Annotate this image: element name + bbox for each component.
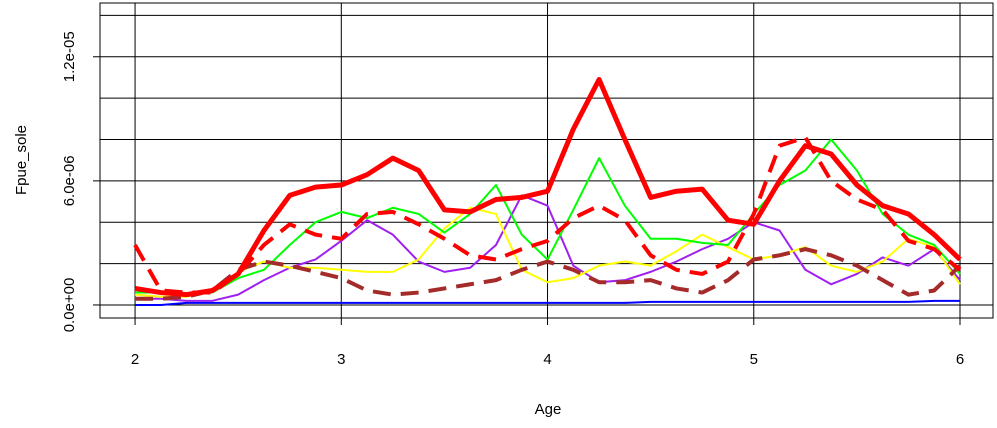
y-tick-label: 0.0e+00 [61,278,78,333]
x-tick-label: 3 [337,351,345,368]
x-axis-label: Age [535,401,562,418]
series-line [135,194,961,302]
x-tick-label: 6 [956,351,964,368]
y-tick-label: 1.2e-05 [61,31,78,82]
series-line [134,77,962,298]
series-line [135,247,962,301]
x-tick-label: 4 [543,351,551,368]
x-tick-label: 2 [131,351,139,368]
series-line [133,135,962,295]
y-tick-label: 6.0e-06 [61,155,78,206]
x-tick-label: 5 [750,351,758,368]
series-line [135,299,961,306]
plot-frame [99,2,994,319]
y-axis-label: Fpue_sole [13,125,30,195]
